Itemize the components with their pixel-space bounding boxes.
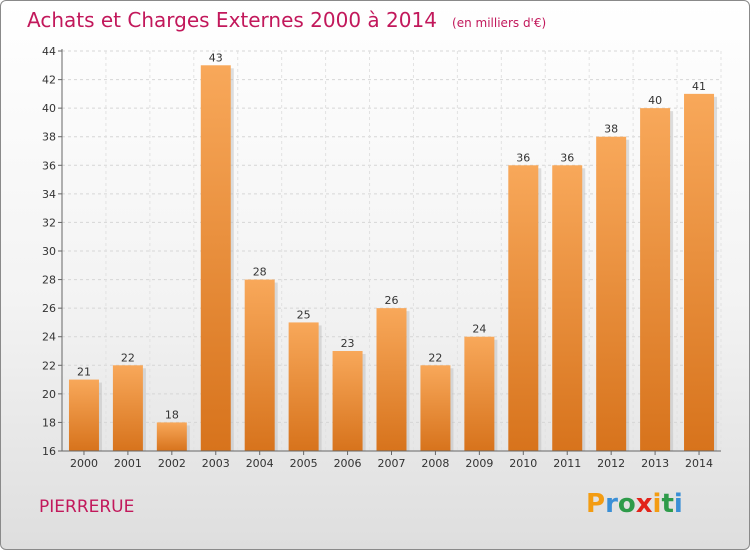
y-tick-label: 36	[42, 159, 56, 172]
bar	[68, 379, 99, 451]
y-tick-label: 24	[42, 331, 56, 344]
bar-value-label: 43	[209, 51, 223, 64]
chart-title-block: Achats et Charges Externes 2000 à 2014 (…	[27, 8, 546, 32]
bar-value-label: 22	[121, 351, 135, 364]
bar-value-label: 36	[516, 151, 530, 164]
bar	[552, 165, 583, 452]
x-tick-label: 2002	[158, 457, 186, 470]
logo-letter: i	[652, 489, 662, 519]
chart-unit: (en milliers d'€)	[452, 16, 547, 30]
bar	[376, 308, 407, 451]
y-tick-label: 18	[42, 416, 56, 429]
bar-value-label: 41	[692, 80, 706, 93]
x-tick-label: 2010	[509, 457, 537, 470]
x-tick-label: 2007	[378, 457, 406, 470]
bar	[420, 365, 451, 451]
bar	[244, 279, 275, 451]
bar-value-label: 40	[648, 94, 662, 107]
bar-value-label: 24	[472, 323, 486, 336]
bar-value-label: 36	[560, 151, 574, 164]
bar-value-label: 25	[297, 308, 311, 321]
bar-value-label: 38	[604, 123, 618, 136]
bar-value-label: 28	[253, 266, 267, 279]
y-tick-label: 42	[42, 74, 56, 87]
y-tick-label: 28	[42, 274, 56, 287]
y-tick-label: 38	[42, 131, 56, 144]
bar-value-label: 22	[428, 351, 442, 364]
y-tick-label: 44	[42, 45, 56, 58]
bar	[508, 165, 539, 452]
y-tick-label: 40	[42, 102, 56, 115]
y-tick-label: 32	[42, 216, 56, 229]
y-tick-label: 26	[42, 302, 56, 315]
bar	[640, 108, 671, 452]
logo-letter: i	[673, 489, 683, 519]
bar	[112, 365, 143, 451]
x-tick-label: 2000	[70, 457, 98, 470]
bar	[684, 93, 715, 451]
y-tick-label: 20	[42, 388, 56, 401]
x-tick-label: 2004	[246, 457, 274, 470]
x-tick-label: 2005	[290, 457, 318, 470]
y-tick-label: 30	[42, 245, 56, 258]
x-tick-label: 2009	[465, 457, 493, 470]
proxiti-logo[interactable]: Proxiti	[586, 489, 683, 519]
bar	[464, 336, 495, 451]
y-tick-label: 16	[42, 445, 56, 458]
logo-letter: P	[586, 489, 606, 519]
y-tick-label: 34	[42, 188, 56, 201]
x-tick-label: 2001	[114, 457, 142, 470]
x-tick-label: 2014	[685, 457, 713, 470]
x-tick-label: 2011	[553, 457, 581, 470]
logo-letter: o	[617, 489, 636, 519]
bar	[596, 136, 627, 451]
x-tick-label: 2012	[597, 457, 625, 470]
commune-name: PIERRERUE	[39, 497, 135, 517]
bar-value-label: 26	[385, 294, 399, 307]
chart-title: Achats et Charges Externes 2000 à 2014	[27, 8, 437, 32]
bar-value-label: 18	[165, 408, 179, 421]
logo-letter: t	[661, 489, 674, 519]
x-tick-label: 2003	[202, 457, 230, 470]
logo-letter: x	[635, 489, 653, 519]
bar	[200, 65, 231, 452]
x-tick-label: 2006	[334, 457, 362, 470]
x-tick-label: 2008	[421, 457, 449, 470]
bar-value-label: 21	[77, 366, 91, 379]
y-tick-label: 22	[42, 359, 56, 372]
bar	[332, 351, 363, 451]
x-tick-label: 2013	[641, 457, 669, 470]
bar	[288, 322, 319, 451]
logo-letter: r	[605, 489, 618, 519]
bar-value-label: 23	[341, 337, 355, 350]
bar	[156, 422, 187, 451]
